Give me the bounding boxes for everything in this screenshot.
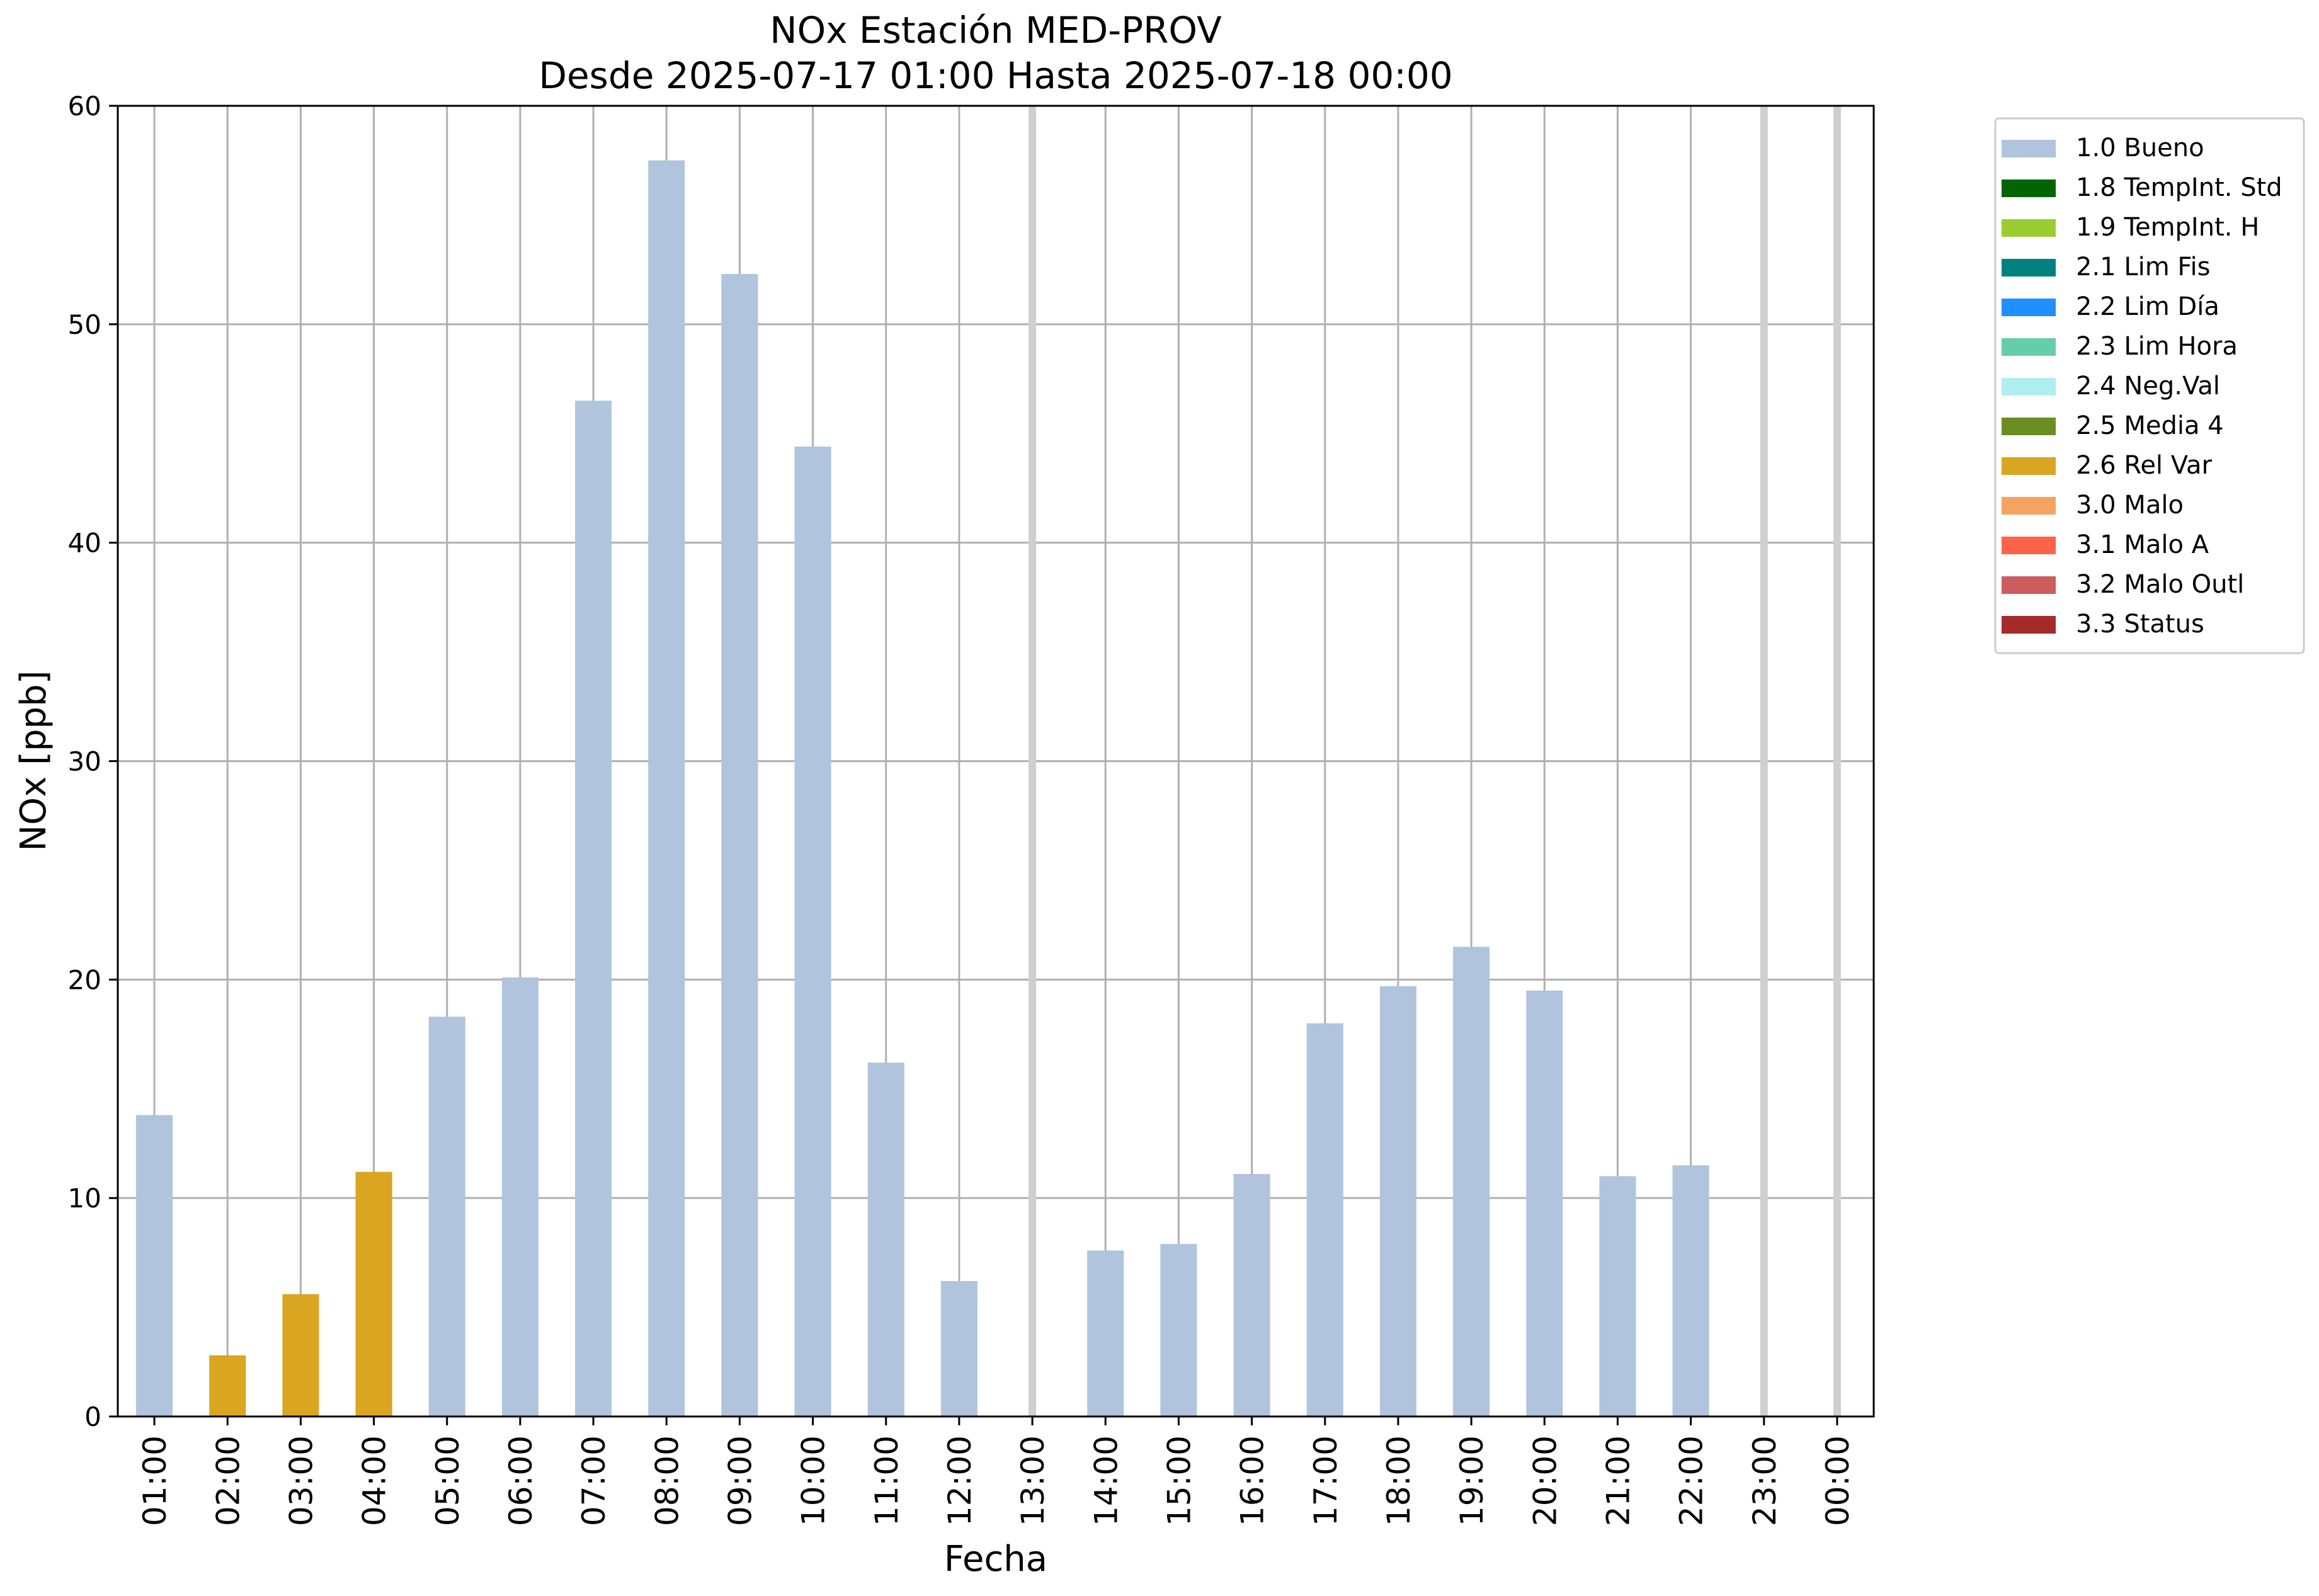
x-tick-label: 01:00 — [137, 1435, 173, 1526]
x-tick-label: 21:00 — [1600, 1435, 1636, 1526]
legend-label: 1.9 TempInt. H — [2076, 213, 2259, 242]
chart-subtitle: Desde 2025-07-17 01:00 Hasta 2025-07-18 … — [538, 54, 1452, 97]
y-tick-label: 60 — [68, 91, 101, 122]
x-tick-label: 13:00 — [1015, 1435, 1051, 1526]
x-tick-label: 11:00 — [869, 1435, 905, 1526]
y-tick-label: 0 — [84, 1401, 101, 1432]
y-tick-label: 20 — [68, 964, 101, 995]
missing-marker-13:00 — [1028, 106, 1037, 1416]
bar-01:00 — [136, 1115, 173, 1416]
legend-label: 3.1 Malo A — [2076, 530, 2209, 559]
legend-label: 1.0 Bueno — [2076, 134, 2204, 162]
legend-swatch — [2002, 338, 2056, 356]
legend-swatch — [2002, 537, 2056, 554]
bar-04:00 — [355, 1171, 392, 1416]
y-axis-label: NOx [ppb] — [13, 670, 54, 851]
legend-swatch — [2002, 457, 2056, 475]
legend-label: 1.8 TempInt. Std — [2076, 173, 2282, 202]
legend-swatch — [2002, 180, 2056, 197]
legend-swatch — [2002, 378, 2056, 396]
bar-12:00 — [940, 1280, 977, 1416]
bar-19:00 — [1453, 947, 1490, 1416]
bar-06:00 — [501, 977, 538, 1416]
missing-marker-00:00 — [1833, 106, 1841, 1416]
legend-label: 2.6 Rel Var — [2076, 451, 2213, 480]
y-tick-label: 50 — [68, 309, 101, 340]
bar-20:00 — [1526, 990, 1563, 1416]
legend-swatch — [2002, 616, 2056, 634]
legend-swatch — [2002, 576, 2056, 594]
legend-label: 2.5 Media 4 — [2076, 411, 2224, 440]
bar-22:00 — [1672, 1165, 1709, 1416]
legend-swatch — [2002, 140, 2056, 157]
x-tick-label: 09:00 — [722, 1435, 758, 1526]
x-tick-label: 02:00 — [210, 1435, 246, 1526]
bar-10:00 — [794, 447, 831, 1416]
legend-label: 3.2 Malo Outl — [2076, 570, 2244, 599]
x-tick-label: 10:00 — [795, 1435, 832, 1526]
x-tick-label: 05:00 — [430, 1435, 466, 1526]
bar-16:00 — [1233, 1174, 1270, 1416]
x-tick-label: 06:00 — [503, 1435, 539, 1526]
bar-05:00 — [428, 1017, 465, 1416]
bar-17:00 — [1306, 1023, 1343, 1416]
bar-15:00 — [1160, 1244, 1197, 1416]
legend-swatch — [2002, 299, 2056, 316]
x-tick-label: 03:00 — [283, 1435, 319, 1526]
x-tick-label: 07:00 — [576, 1435, 612, 1526]
chart-title: NOx Estación MED-PROV — [770, 9, 1222, 52]
x-tick-label: 04:00 — [356, 1435, 393, 1526]
x-tick-label: 16:00 — [1234, 1435, 1271, 1526]
y-tick-label: 10 — [68, 1183, 101, 1214]
x-tick-label: 17:00 — [1308, 1435, 1344, 1526]
x-tick-label: 18:00 — [1381, 1435, 1417, 1526]
y-tick-label: 30 — [68, 746, 101, 777]
x-tick-label: 19:00 — [1454, 1435, 1490, 1526]
legend-label: 2.4 Neg.Val — [2076, 372, 2220, 401]
legend-swatch — [2002, 418, 2056, 435]
legend-box — [1994, 117, 2305, 654]
bar-11:00 — [867, 1063, 904, 1416]
bar-03:00 — [282, 1294, 319, 1416]
bar-09:00 — [721, 274, 758, 1417]
bar-02:00 — [209, 1355, 246, 1416]
x-axis-label: Fecha — [944, 1539, 1047, 1580]
legend-label: 2.3 Lim Hora — [2076, 332, 2238, 361]
bar-21:00 — [1599, 1176, 1636, 1416]
x-tick-label: 15:00 — [1161, 1435, 1197, 1526]
x-tick-label: 12:00 — [942, 1435, 978, 1526]
legend-label: 3.0 Malo — [2076, 491, 2184, 520]
legend-label: 2.1 Lim Fis — [2076, 253, 2210, 282]
axes: 0 10 20 30 40 50 60 01:00 02:00 03:00 04:00 05:00 06… — [68, 91, 1856, 1526]
legend-swatch — [2002, 219, 2056, 237]
x-tick-label: 14:00 — [1088, 1435, 1124, 1526]
bar-08:00 — [648, 160, 685, 1416]
legend-swatch — [2002, 259, 2056, 276]
legend-swatch — [2002, 497, 2056, 515]
legend-label: 2.2 Lim Día — [2076, 292, 2219, 321]
missing-marker-23:00 — [1760, 106, 1768, 1416]
bar-07:00 — [575, 401, 612, 1416]
y-tick-label: 40 — [68, 528, 101, 559]
x-tick-label: 22:00 — [1673, 1435, 1710, 1526]
x-tick-label: 00:00 — [1820, 1435, 1856, 1526]
legend-label: 3.3 Status — [2076, 610, 2204, 639]
x-tick-label: 23:00 — [1746, 1435, 1783, 1526]
bars — [136, 106, 1841, 1417]
x-tick-label: 08:00 — [649, 1435, 685, 1526]
x-tick-label: 20:00 — [1527, 1435, 1563, 1526]
bar-14:00 — [1087, 1250, 1124, 1416]
legend: 1.0 Bueno 1.8 TempInt. Std 1.9 TempInt. H 2… — [1994, 117, 2305, 654]
bar-18:00 — [1379, 986, 1416, 1416]
